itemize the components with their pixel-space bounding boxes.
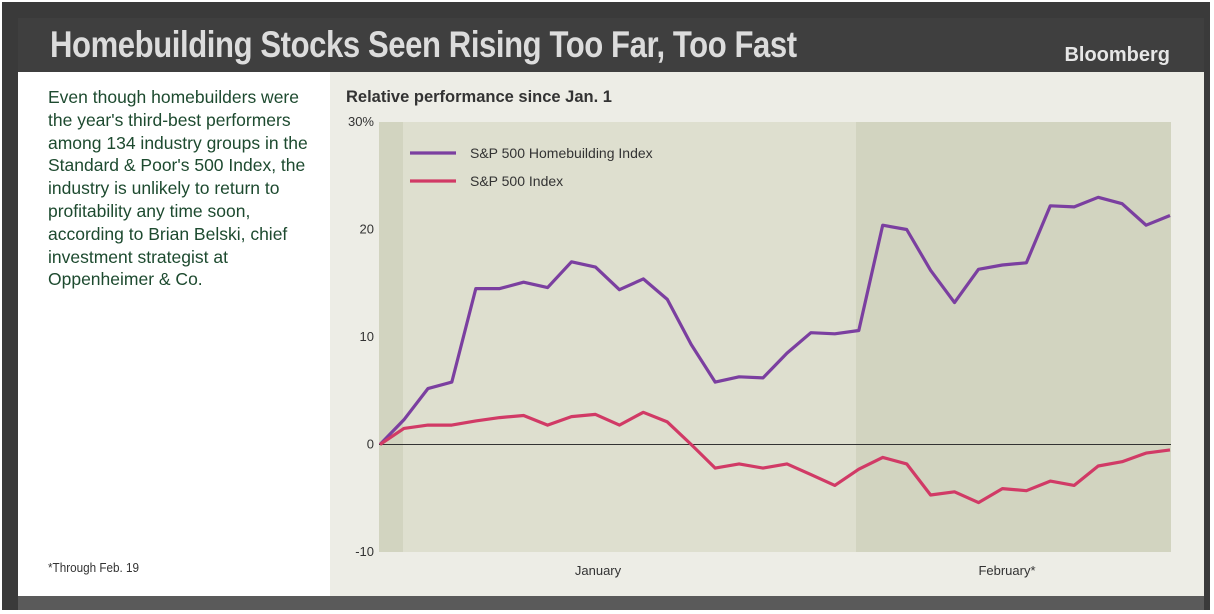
brand-logo: Bloomberg xyxy=(1064,44,1170,66)
chart-panel: Relative performance since Jan. 1 30% 20 1… xyxy=(330,72,1204,596)
bottom-bar xyxy=(18,596,1204,610)
y-tick-label-0: 30% xyxy=(348,114,374,129)
description-panel: Even though homebuilders were the year's… xyxy=(18,72,330,596)
legend-label-1: S&P 500 Index xyxy=(470,173,563,189)
footnote: *Through Feb. 19 xyxy=(48,560,140,575)
legend-label-0: S&P 500 Homebuilding Index xyxy=(470,145,653,161)
page-title: Homebuilding Stocks Seen Rising Too Far,… xyxy=(50,24,797,65)
plot-band-start xyxy=(379,122,403,552)
x-month-label-1: February* xyxy=(978,563,1035,578)
series-line-1 xyxy=(379,410,1171,505)
description-text: Even though homebuilders were the year's… xyxy=(48,87,308,290)
header-bar: Homebuilding Stocks Seen Rising Too Far,… xyxy=(18,18,1204,72)
y-tick-label-1: 20 xyxy=(360,222,374,237)
plot-band-february xyxy=(856,122,1171,552)
y-tick-label-3: 0 xyxy=(367,437,374,452)
y-tick-label-4: -10 xyxy=(355,544,374,559)
series-line-0 xyxy=(378,195,1171,446)
line-chart: 30% 20 10 0 -10 January February* S&P 500 Homeb… xyxy=(348,114,1171,578)
chart-title: Relative performance since Jan. 1 xyxy=(346,88,612,106)
y-tick-label-2: 10 xyxy=(360,329,374,344)
x-month-label-0: January xyxy=(575,563,622,578)
